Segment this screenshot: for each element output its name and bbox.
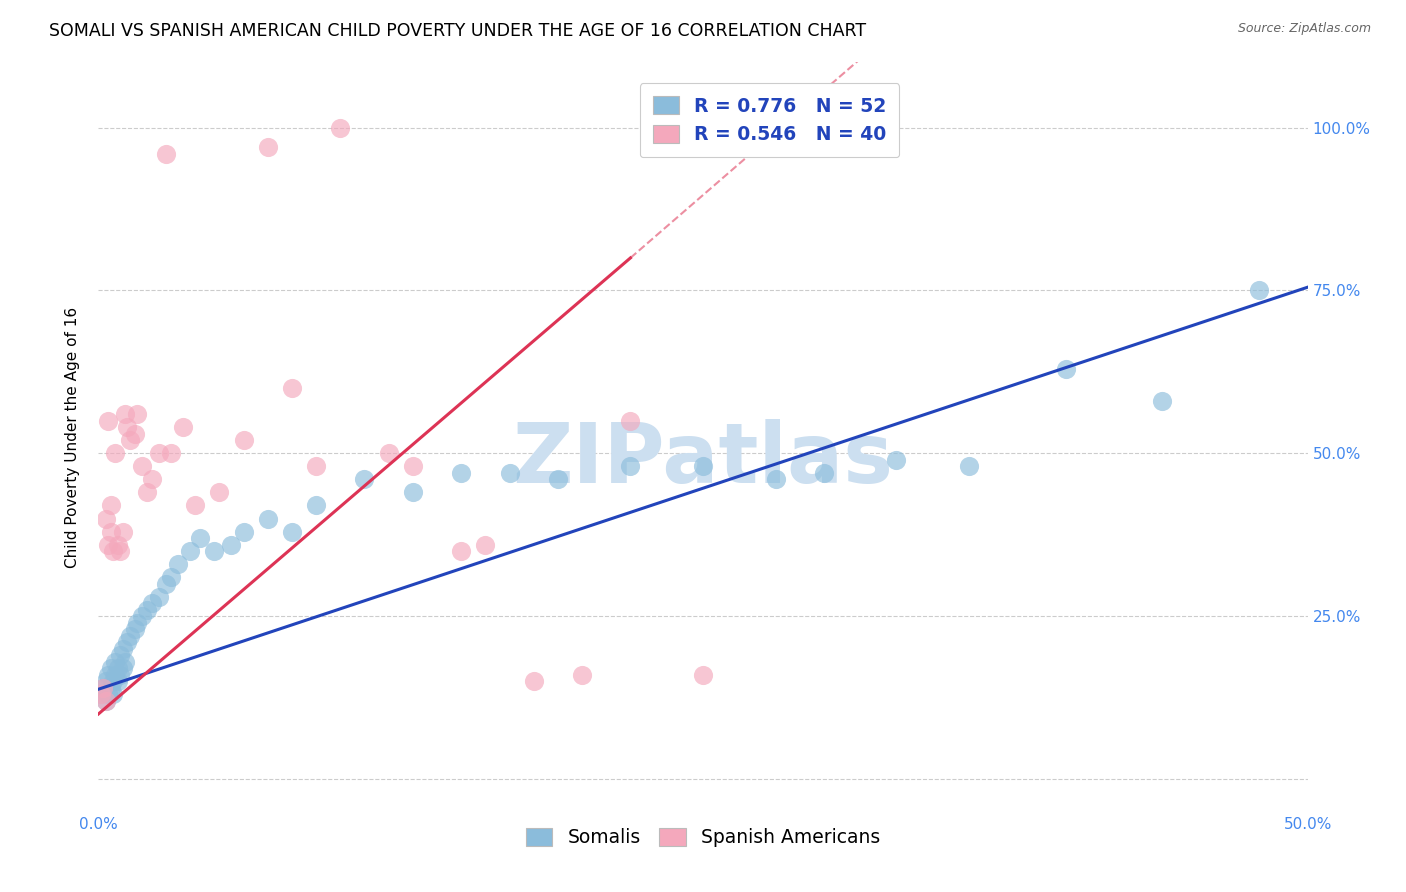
Point (104, 668, 127, 682)
Point (155, 146, 177, 161)
Point (172, 420, 194, 434)
Point (305, 459, 328, 474)
Point (188, 531, 211, 545)
Point (281, 381, 304, 395)
Text: Source: ZipAtlas.com: Source: ZipAtlas.com (1237, 22, 1371, 36)
Point (353, 472, 375, 486)
Point (281, 524, 304, 539)
Point (91, 681, 114, 695)
Point (118, 629, 141, 643)
Point (450, 466, 472, 480)
Point (232, 434, 254, 448)
Point (90, 688, 112, 702)
Point (97, 538, 120, 552)
Point (101, 688, 124, 702)
Point (155, 576, 177, 591)
Point (107, 538, 129, 552)
Point (141, 472, 163, 486)
Point (111, 524, 134, 539)
Point (108, 544, 131, 558)
Point (107, 674, 129, 689)
Y-axis label: Child Poverty Under the Age of 16: Child Poverty Under the Age of 16 (65, 307, 80, 567)
Point (135, 603, 157, 617)
Point (692, 459, 714, 474)
Point (101, 674, 124, 689)
Point (1054, 361, 1077, 376)
Point (523, 674, 546, 689)
Point (148, 446, 170, 460)
Point (571, 668, 593, 682)
Point (813, 466, 835, 480)
Point (108, 668, 131, 682)
Point (221, 538, 243, 552)
Point (377, 446, 399, 460)
Point (124, 426, 146, 441)
Point (765, 472, 787, 486)
Point (111, 641, 134, 656)
Point (131, 609, 153, 624)
Point (619, 459, 641, 474)
Point (141, 596, 163, 610)
Point (179, 544, 201, 558)
Point (1152, 394, 1174, 409)
Point (692, 668, 714, 682)
Point (97, 668, 120, 682)
Point (94, 694, 117, 708)
Point (97, 688, 120, 702)
Point (97, 414, 120, 428)
Point (474, 538, 496, 552)
Point (160, 570, 183, 584)
Point (957, 459, 980, 474)
Point (402, 459, 425, 474)
Point (114, 655, 136, 669)
Point (117, 635, 139, 649)
Point (402, 485, 425, 500)
Point (204, 544, 226, 558)
Point (256, 511, 278, 525)
Point (94, 674, 117, 689)
Point (114, 407, 136, 421)
Point (104, 446, 127, 460)
Point (256, 140, 278, 154)
Point (107, 661, 129, 675)
Point (127, 407, 149, 421)
Point (117, 420, 139, 434)
Point (101, 544, 124, 558)
Point (547, 472, 569, 486)
Point (305, 499, 328, 513)
Point (94, 511, 117, 525)
Point (100, 524, 122, 539)
Point (135, 485, 157, 500)
Point (619, 414, 641, 428)
Text: ZIPatlas: ZIPatlas (513, 419, 893, 500)
Point (450, 544, 472, 558)
Point (498, 466, 520, 480)
Point (100, 661, 122, 675)
Point (208, 485, 231, 500)
Point (100, 681, 122, 695)
Point (167, 557, 190, 571)
Point (90, 688, 112, 702)
Point (91, 681, 114, 695)
Point (232, 524, 254, 539)
Point (127, 615, 149, 630)
Point (131, 459, 153, 474)
Point (160, 446, 183, 460)
Point (148, 590, 170, 604)
Text: SOMALI VS SPANISH AMERICAN CHILD POVERTY UNDER THE AGE OF 16 CORRELATION CHART: SOMALI VS SPANISH AMERICAN CHILD POVERTY… (49, 22, 866, 40)
Point (104, 655, 127, 669)
Legend: Somalis, Spanish Americans: Somalis, Spanish Americans (519, 821, 887, 855)
Point (108, 648, 131, 663)
Point (184, 499, 207, 513)
Point (1249, 284, 1271, 298)
Point (118, 434, 141, 448)
Point (124, 622, 146, 636)
Point (886, 453, 908, 467)
Point (100, 499, 122, 513)
Point (94, 694, 117, 708)
Point (329, 120, 352, 135)
Point (111, 661, 134, 675)
